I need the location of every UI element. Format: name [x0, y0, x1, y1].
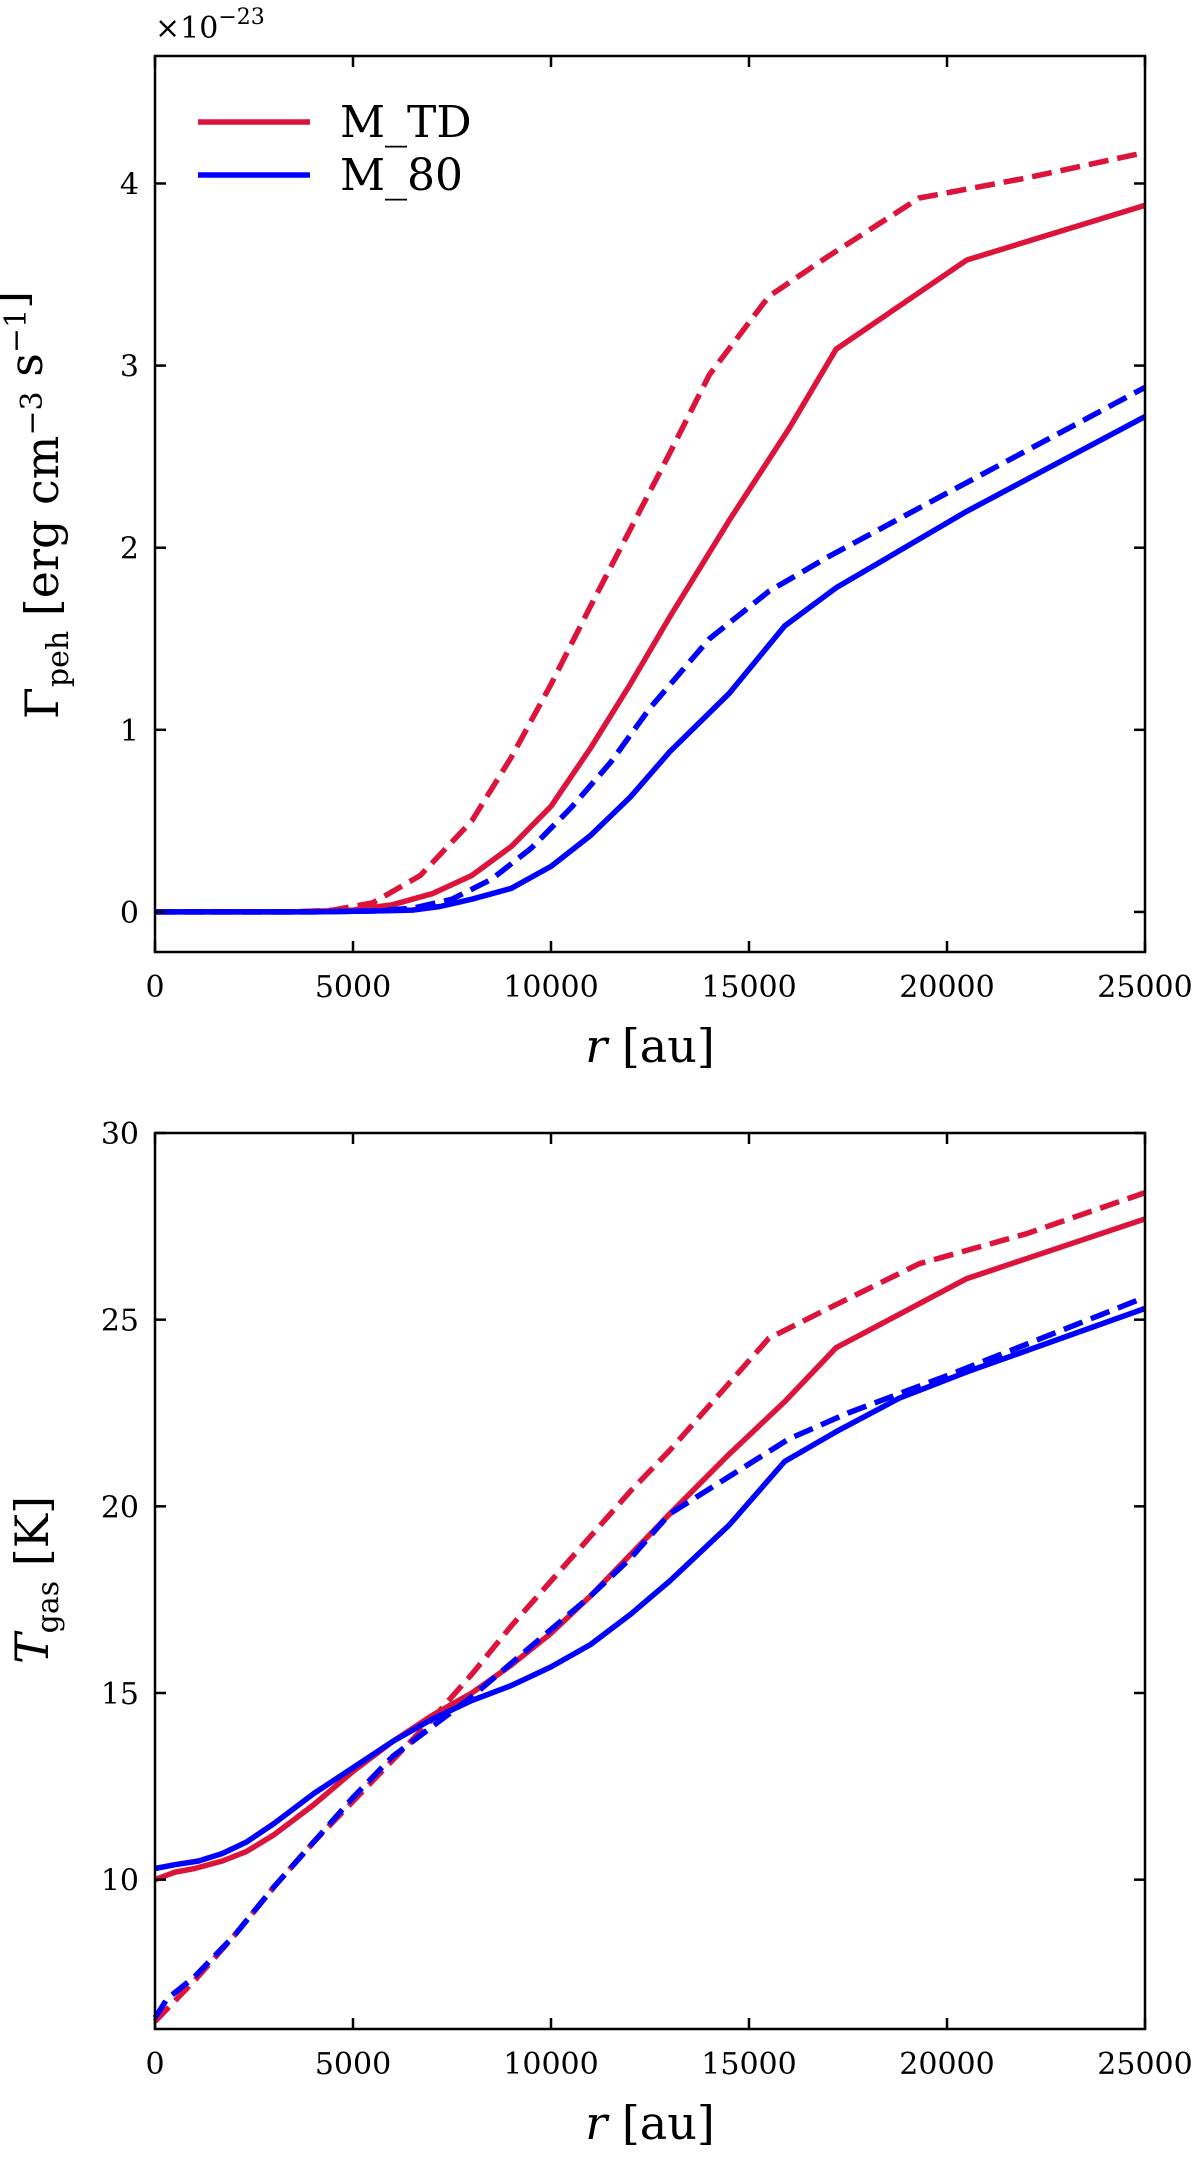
top-series-m-td-dashed — [155, 149, 1146, 915]
top-ytick-label-0: 0 — [120, 896, 139, 931]
bottom-series-m-td-dashed — [153, 1190, 1146, 2024]
top-ytick-label-2: 2 — [120, 532, 139, 567]
legend-label-m-td: M_TD — [340, 97, 472, 148]
bottom-ytick-label-10: 10 — [101, 1864, 139, 1899]
top-xtick-label-20000: 20000 — [899, 970, 994, 1005]
top-series-m-80-solid — [155, 414, 1147, 915]
panel-top-photoelectric-heating: 0 5000 10000 15000 20000 25000 0 1 2 3 4 ×10−23 r … — [0, 5, 1193, 1073]
bottom-series-group — [152, 1190, 1147, 2024]
top-xtick-label-0: 0 — [145, 970, 164, 1005]
bottom-ytick-label-30: 30 — [101, 1117, 139, 1152]
top-series-m-td-solid — [155, 202, 1146, 915]
bottom-xtick-label-25000: 25000 — [1097, 2047, 1192, 2082]
top-y-axis-label: Γpeh [erg cm−3 s−1] — [0, 291, 76, 719]
bottom-ytick-label-15: 15 — [101, 1677, 139, 1712]
top-ytick-label-1: 1 — [120, 714, 139, 749]
top-series-group — [155, 149, 1147, 915]
bottom-ytick-label-20: 20 — [101, 1490, 139, 1525]
top-xtick-label-15000: 15000 — [701, 970, 796, 1005]
top-ytick-label-3: 3 — [120, 350, 139, 385]
bottom-xtick-label-5000: 5000 — [315, 2047, 391, 2082]
bottom-ticks-group: 0 5000 10000 15000 20000 25000 10 15 20 25 30 — [101, 1117, 1193, 2082]
legend: M_TD M_80 — [198, 97, 472, 201]
top-xtick-label-5000: 5000 — [315, 970, 391, 1005]
bottom-xtick-label-0: 0 — [145, 2047, 164, 2082]
bottom-xtick-label-20000: 20000 — [899, 2047, 994, 2082]
bottom-ytick-label-25: 25 — [101, 1304, 139, 1339]
bottom-series-m-80-dashed — [152, 1294, 1147, 2020]
top-xtick-label-10000: 10000 — [503, 970, 598, 1005]
top-ytick-label-4: 4 — [120, 167, 139, 202]
bottom-xtick-label-10000: 10000 — [503, 2047, 598, 2082]
top-xtick-label-25000: 25000 — [1097, 970, 1192, 1005]
top-series-m-80-dashed — [155, 384, 1147, 915]
bottom-x-axis-label: r [au] — [585, 2096, 715, 2150]
bottom-xtick-label-15000: 15000 — [701, 2047, 796, 2082]
top-x-axis-label: r [au] — [585, 1019, 715, 1073]
legend-label-m-80: M_80 — [340, 150, 463, 201]
bottom-series-m-80-solid — [154, 1305, 1146, 1872]
bottom-plot-frame — [153, 1131, 1147, 2031]
bottom-series-m-td-solid — [154, 1216, 1146, 1883]
top-plot-frame — [153, 54, 1147, 954]
top-ticks-group: 0 5000 10000 15000 20000 25000 0 1 2 3 4 — [120, 56, 1193, 1005]
top-scale-factor: ×10−23 — [155, 5, 265, 46]
bottom-y-axis-label: Tgas [K] — [5, 1496, 66, 1664]
panel-bottom-gas-temperature: 0 5000 10000 15000 20000 25000 10 15 20 25 30 r [a… — [5, 1117, 1193, 2150]
